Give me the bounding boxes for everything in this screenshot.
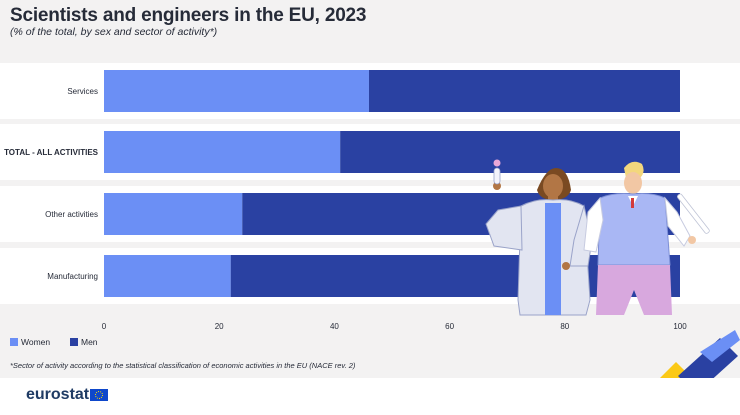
x-tick-label: 0 <box>102 322 107 331</box>
x-tick-label: 80 <box>560 322 569 331</box>
bar-women-2 <box>104 193 243 235</box>
eu-flag-icon <box>90 389 108 401</box>
y-tick-label: Services <box>67 87 98 96</box>
bar-men-0 <box>368 70 680 112</box>
legend-item-men: Men <box>70 337 98 347</box>
legend-label-women: Women <box>21 337 51 347</box>
eurostat-logo-text: eurostat <box>26 386 90 403</box>
bar-women-3 <box>104 255 231 297</box>
x-axis-ticks: 0 20 40 60 80 100 <box>102 322 687 331</box>
bar-men-1 <box>340 131 680 173</box>
x-tick-label: 20 <box>215 322 224 331</box>
legend-item-women: Women <box>10 337 50 347</box>
legend-swatch-women <box>10 338 18 346</box>
footer-band <box>0 378 740 415</box>
x-tick-label: 40 <box>330 322 339 331</box>
man-scientist-figure <box>583 161 710 315</box>
chart-subtitle: (% of the total, by sex and sector of ac… <box>10 26 218 38</box>
scientists-illustration <box>485 159 710 316</box>
bar-women-0 <box>104 70 369 112</box>
x-tick-label: 60 <box>445 322 454 331</box>
legend-label-men: Men <box>81 337 98 347</box>
x-tick-label: 100 <box>673 322 687 331</box>
chart-bars <box>104 70 681 297</box>
y-tick-label: Other activities <box>45 210 98 219</box>
y-axis-labels: Services TOTAL - ALL ACTIVITIES Other acti… <box>4 87 99 281</box>
y-tick-label: TOTAL - ALL ACTIVITIES <box>4 148 99 157</box>
y-tick-label: Manufacturing <box>47 272 98 281</box>
bar-women-1 <box>104 131 341 173</box>
footnote: *Sector of activity according to the sta… <box>10 361 356 370</box>
legend-swatch-men <box>70 338 78 346</box>
chart-title: Scientists and engineers in the EU, 2023 <box>10 5 367 26</box>
